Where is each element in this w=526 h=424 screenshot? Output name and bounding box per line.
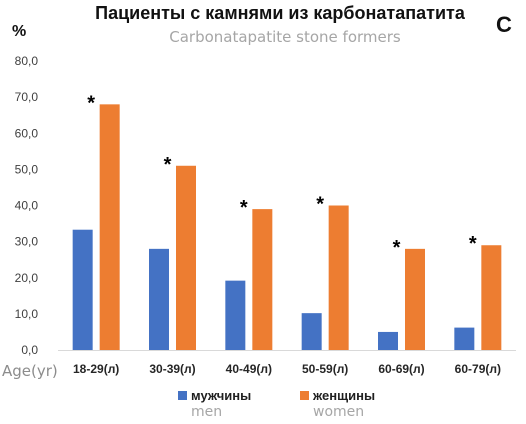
plot-area: 0,0 10,0 20,0 30,0 40,0 50,0 60,0 70,0 80,0 * 18-2… [15,54,516,376]
x-tick-label: 60-69(л) [378,362,424,376]
bar-women-3 [328,205,349,350]
legend-swatch [300,391,309,400]
x-tick-label: 50-59(л) [302,362,348,376]
bar-men-5 [454,327,475,350]
bar-men-3 [301,313,322,350]
bar-women-1 [176,165,196,350]
legend-label: мужчины [191,388,251,403]
significance-marker: * [164,154,172,176]
significance-marker: * [316,194,324,216]
chart-subtitle: Carbonatapatite stone formers [169,28,401,46]
y-tick-label: 60,0 [15,126,39,140]
bar-men-2 [225,280,246,350]
y-tick-label: 80,0 [15,54,39,68]
significance-marker: * [393,237,401,259]
bar-women-2 [252,209,273,350]
bar-women-0 [99,104,120,350]
legend-label-en: women [313,404,364,420]
x-tick-label: 40-49(л) [226,362,272,376]
y-tick-label: 10,0 [15,307,39,321]
significance-marker: * [240,197,248,219]
panel-letter: C [496,12,512,37]
legend-label-en: men [191,404,222,420]
bar-men-1 [149,248,169,350]
y-tick-label: 30,0 [15,235,39,249]
y-axis-unit-label: % [12,23,26,40]
bar-men-0 [72,229,93,350]
y-tick-label: 20,0 [15,271,39,285]
significance-marker: * [469,233,477,255]
legend-swatch [178,391,187,400]
bar-women-5 [481,245,502,350]
x-tick-label: 30-39(л) [149,362,195,376]
bar-men-4 [378,331,398,350]
y-tick-label: 40,0 [15,199,39,213]
y-tick-label: 70,0 [15,90,39,104]
y-tick-label: 50,0 [15,162,39,176]
x-tick-label: 18-29(л) [73,362,119,376]
significance-marker: * [87,92,95,114]
x-axis-label: Age(yr) [2,362,58,380]
legend-label: женщины [312,388,375,403]
x-tick-label: 60-79(л) [455,362,501,376]
chart-title: Пациенты с камнями из карбонатапатита [95,3,466,23]
bar-women-4 [405,248,425,350]
y-tick-label: 0,0 [21,343,38,357]
